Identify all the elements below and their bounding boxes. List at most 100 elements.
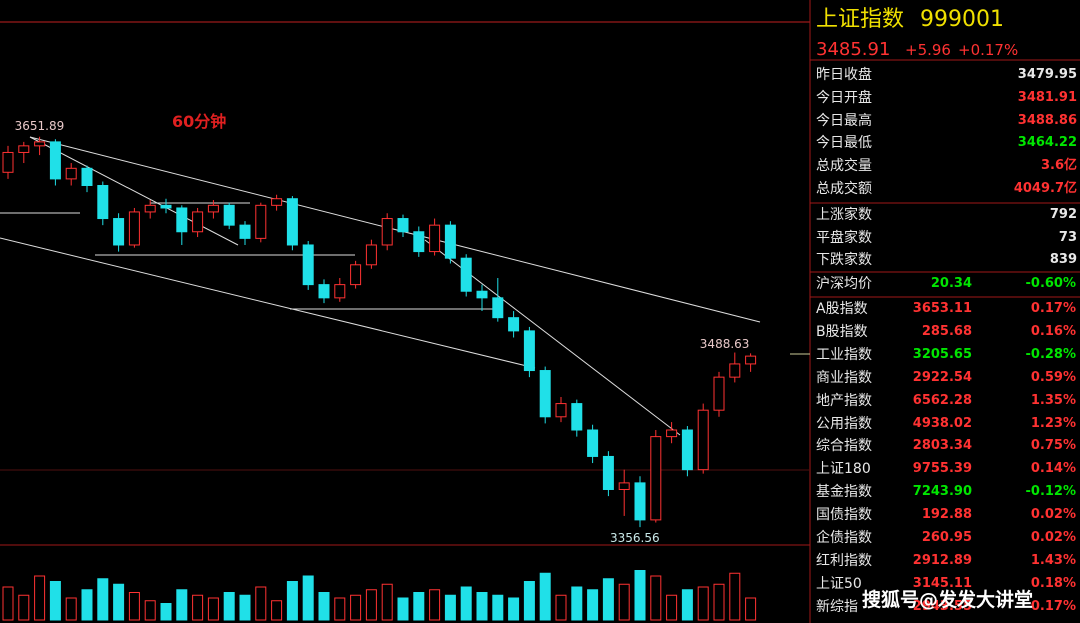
volume-bar [397, 597, 409, 621]
row-value: 3145.11 [912, 575, 972, 591]
candle-body [650, 436, 662, 521]
row-value: 3479.95 [1017, 67, 1077, 82]
candle-body [65, 167, 77, 180]
candle-body [460, 257, 472, 292]
volume-bar [729, 572, 741, 621]
row-value: 839 [1049, 252, 1077, 267]
candle-body [144, 204, 156, 213]
row-pct: 0.75% [1030, 438, 1076, 454]
volume-bar [681, 589, 693, 621]
row-value: 9755.39 [912, 461, 972, 477]
candle-body [539, 370, 551, 418]
candle-body [508, 317, 520, 332]
low-annotation: 3356.56 [610, 531, 660, 546]
trend-lines [0, 136, 810, 436]
candle-body [444, 224, 456, 259]
candle-body [365, 244, 377, 266]
recent-high-annotation: 3488.63 [699, 336, 750, 351]
volume-bar [697, 586, 709, 621]
row-pct: 0.17% [1030, 301, 1076, 316]
row-label: 国债指数 [816, 507, 872, 524]
volume-bar [476, 592, 488, 621]
row-label: 综合指数 [816, 438, 872, 455]
row-label: 总成交量 [816, 158, 872, 175]
volume-bar [49, 581, 61, 621]
volume-bar [713, 583, 725, 621]
candle-body [697, 409, 709, 471]
row-label: 新综指 [816, 598, 858, 615]
volume-bar [508, 597, 520, 621]
row-label: 工业指数 [816, 346, 872, 363]
row-label: A股指数 [816, 301, 868, 317]
volume-bar [176, 589, 188, 621]
volume-bar [18, 594, 30, 621]
volume-bar [571, 586, 583, 621]
candle-body [666, 429, 678, 438]
row-label: 基金指数 [816, 484, 872, 501]
volume-bar [587, 589, 599, 621]
row-value: 260.95 [921, 530, 972, 545]
candle-body [555, 403, 567, 418]
index-name: 上证指数 [816, 7, 905, 32]
volume-bar [381, 583, 393, 621]
row-pct: 0.18% [1030, 575, 1076, 591]
volume-bar [2, 586, 14, 621]
row-value: 4938.02 [912, 415, 972, 431]
row-label: B股指数 [816, 323, 868, 340]
volume-bar [113, 583, 125, 621]
price-change: +5.96 [905, 41, 951, 59]
candle-body [334, 284, 346, 299]
candle-body [18, 145, 30, 153]
candle-body [49, 141, 61, 180]
row-value: 192.88 [921, 507, 972, 523]
volume-bar [207, 597, 219, 621]
row-label: 总成交额 [816, 181, 872, 197]
row-label: 上涨家数 [816, 207, 872, 223]
candle-body [207, 204, 219, 213]
row-value: 2912.89 [912, 552, 972, 568]
price-change-pct: +0.17% [958, 41, 1019, 59]
row-pct: -0.12% [1025, 484, 1077, 500]
volume-bar [618, 583, 630, 621]
candle-body [476, 290, 488, 299]
row-label: 红利指数 [816, 552, 872, 569]
high-annotation: 3651.89 [14, 118, 65, 133]
volume-bar [286, 581, 298, 621]
row-value: 2803.34 [912, 438, 972, 454]
volume-bar [65, 597, 77, 621]
volume-bar [128, 592, 140, 621]
candle-body [302, 244, 314, 286]
row-pct: 0.14% [1030, 461, 1076, 477]
row-label: 平盘家数 [816, 229, 872, 246]
candle-body [602, 455, 614, 490]
volume-bar [160, 603, 172, 621]
row-label: 下跌家数 [816, 252, 872, 268]
row-pct: 0.17% [1030, 598, 1076, 614]
volume-bar [460, 586, 472, 621]
row-label: 公用指数 [816, 415, 872, 432]
row-label: 上证50 [816, 575, 862, 592]
row-pct: 1.35% [1030, 392, 1076, 408]
volume-bar [34, 575, 46, 621]
candle-body [255, 204, 267, 239]
row-pct: 0.16% [1030, 323, 1076, 339]
candle-body [492, 297, 504, 319]
candle-body [2, 151, 14, 173]
volume-bar [745, 597, 757, 621]
candle-body [381, 218, 393, 246]
row-label: 今日最低 [816, 135, 872, 152]
row-value: 2922.54 [912, 369, 972, 385]
volume-bar [255, 586, 267, 621]
candle-body [176, 207, 188, 233]
watermark: 搜狐号@发发大讲堂 [862, 589, 1034, 611]
volume-bar [413, 592, 425, 621]
candle-body [523, 330, 535, 372]
volume-bar [523, 581, 535, 621]
volume-bar [318, 592, 330, 621]
row-value: 3.6亿 [1040, 158, 1077, 174]
candle-body [681, 429, 693, 471]
candle-body [634, 482, 646, 521]
row-label: 地产指数 [816, 392, 872, 409]
